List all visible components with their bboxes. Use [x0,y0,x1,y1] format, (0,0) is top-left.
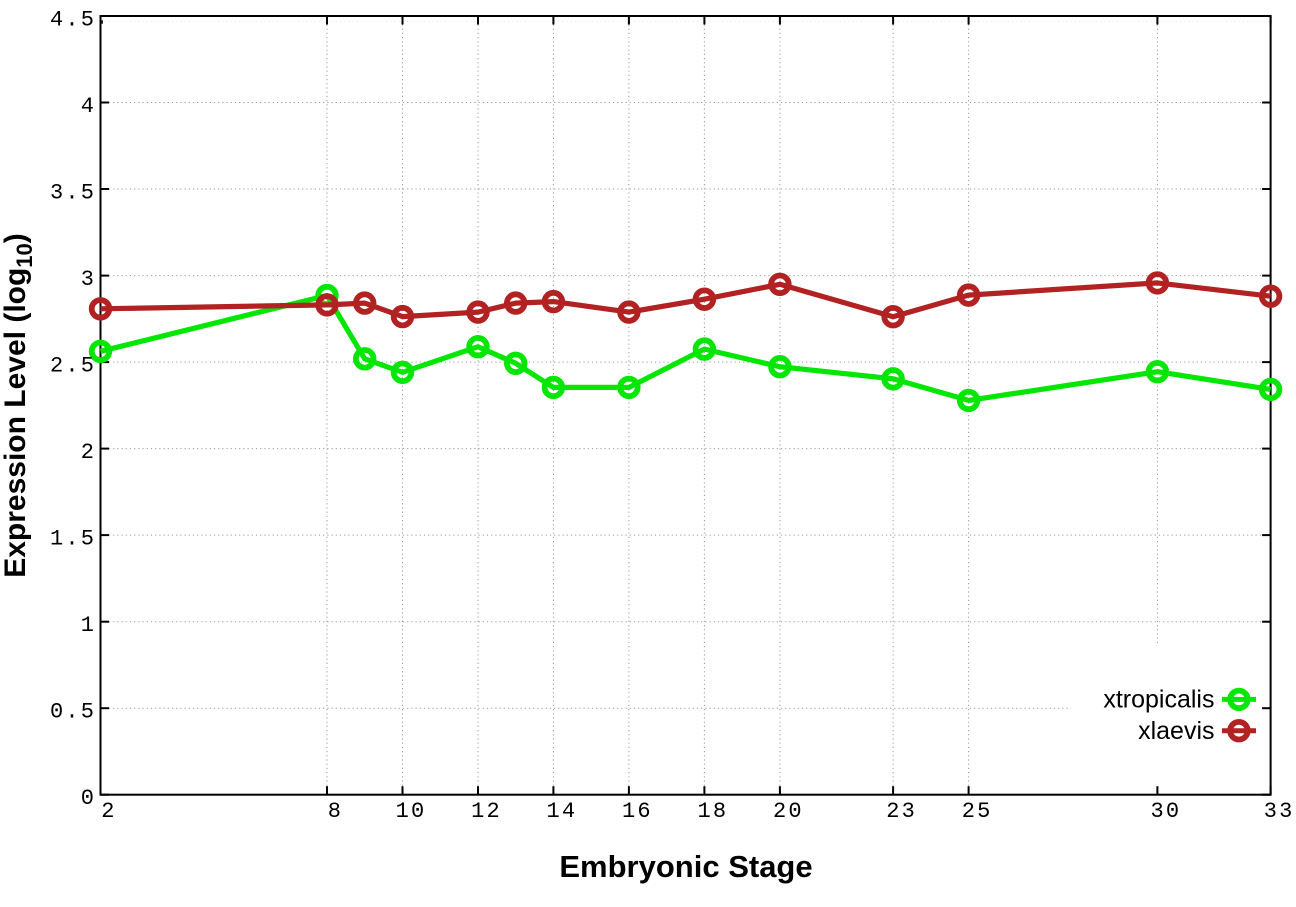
svg-text:16: 16 [622,799,653,824]
svg-text:Embryonic Stage: Embryonic Stage [559,849,812,884]
svg-text:0: 0 [81,786,96,811]
svg-text:Expression Level (log10): Expression Level (log10) [0,233,37,578]
svg-text:0.5: 0.5 [50,700,96,725]
svg-text:18: 18 [697,799,728,824]
svg-text:23: 23 [886,799,917,824]
svg-text:14: 14 [546,799,577,824]
svg-text:20: 20 [773,799,804,824]
svg-text:1: 1 [81,613,96,638]
svg-text:25: 25 [962,799,993,824]
svg-text:4: 4 [81,94,96,119]
svg-text:3.5: 3.5 [50,180,96,205]
svg-text:2: 2 [101,799,116,824]
svg-text:12: 12 [471,799,502,824]
svg-text:xlaevis: xlaevis [1138,717,1214,745]
svg-text:1.5: 1.5 [50,527,96,552]
svg-text:xtropicalis: xtropicalis [1103,686,1214,714]
svg-text:2: 2 [81,440,96,465]
svg-text:4.5: 4.5 [50,7,96,32]
svg-text:2.5: 2.5 [50,354,96,379]
svg-text:8: 8 [328,799,343,824]
svg-text:3: 3 [81,267,96,292]
svg-text:30: 30 [1150,799,1181,824]
svg-text:10: 10 [396,799,427,824]
svg-text:33: 33 [1264,799,1295,824]
